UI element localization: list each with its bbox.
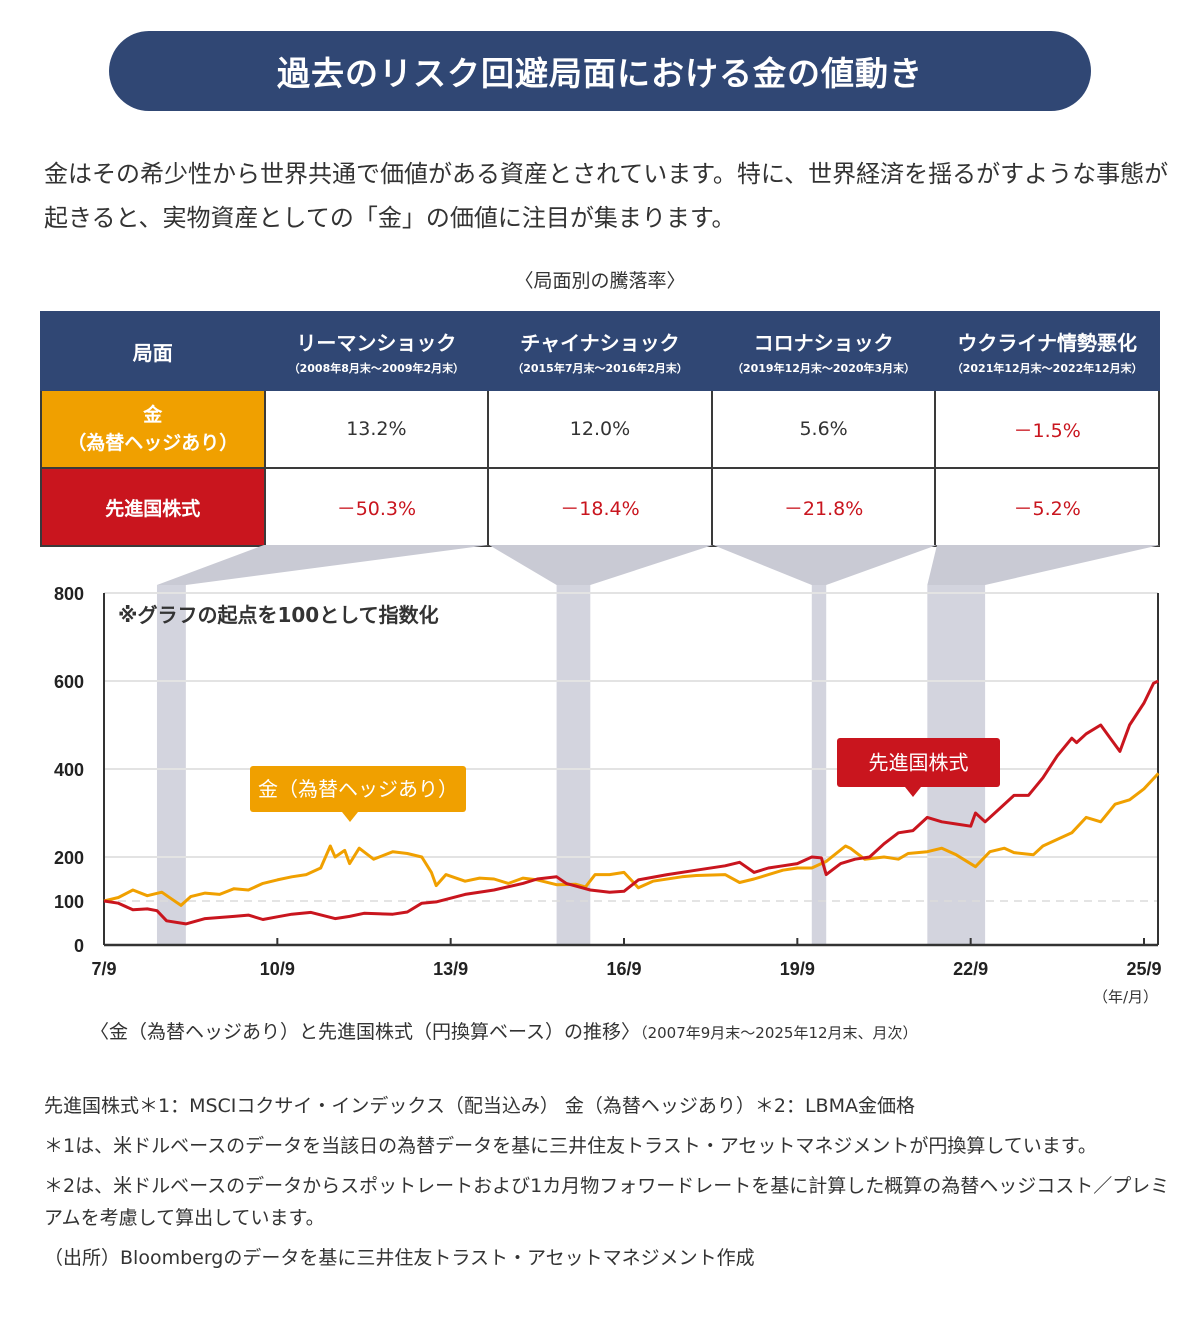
shock-connector bbox=[489, 545, 713, 585]
footnotes: 先進国株式＊1：MSCIコクサイ・インデックス（配当込み） 金（為替ヘッジあり）… bbox=[44, 1090, 1174, 1282]
legend-text: 先進国株式 bbox=[869, 751, 969, 775]
y-tick-label: 400 bbox=[54, 760, 84, 780]
shock-connector bbox=[713, 545, 937, 585]
table-cell: －21.8% bbox=[710, 467, 937, 547]
phase-header-corona: コロナショック （2019年12月末～2020年3月末） bbox=[710, 311, 937, 391]
x-tick-label: 22/9 bbox=[953, 959, 988, 979]
chart-caption: 〈金（為替ヘッジあり）と先進国株式（円換算ベース）の推移〉（2007年9月末～2… bbox=[90, 1017, 918, 1044]
x-tick-label: 7/9 bbox=[91, 959, 116, 979]
table-cell: －5.2% bbox=[934, 467, 1160, 547]
x-tick-label: 16/9 bbox=[606, 959, 641, 979]
table-caption: 〈局面別の騰落率〉 bbox=[514, 270, 686, 292]
footnote-1: ＊1は、米ドルベースのデータを当該日の為替データを基に三井住友トラスト・アセット… bbox=[44, 1135, 1097, 1157]
corner-header: 局面 bbox=[40, 311, 266, 391]
callout-pointer bbox=[342, 812, 358, 822]
table-row-stock: 先進国株式 －50.3% －18.4% －21.8% －5.2% bbox=[40, 467, 1160, 547]
legend-text: 金（為替ヘッジあり） bbox=[258, 777, 458, 801]
performance-table: 局面 リーマンショック （2008年8月末～2009年2月末） チャイナショック（… bbox=[40, 311, 1160, 547]
shock-connector bbox=[156, 545, 490, 585]
table-cell: 12.0% bbox=[487, 389, 713, 469]
chart-subtitle: （2007年9月末～2025年12月末、月次） bbox=[640, 1024, 918, 1042]
phase-header-lehman: リーマンショック （2008年8月末～2009年2月末） bbox=[263, 311, 490, 391]
y-tick-label: 200 bbox=[54, 848, 84, 868]
intro-text: 金はその希少性から世界共通で価値がある資産とされています。特に、世界経済を揺るが… bbox=[44, 160, 1169, 232]
y-tick-label: 800 bbox=[54, 584, 84, 604]
x-tick-label: 25/9 bbox=[1126, 959, 1161, 979]
y-tick-label: 600 bbox=[54, 672, 84, 692]
gold-series-line bbox=[103, 772, 1160, 907]
x-tick-label: 10/9 bbox=[260, 959, 295, 979]
table-cell: －18.4% bbox=[487, 467, 713, 547]
footnote-sources: 先進国株式＊1：MSCIコクサイ・インデックス（配当込み） 金（為替ヘッジあり）… bbox=[44, 1095, 915, 1117]
table-cell: 13.2% bbox=[263, 389, 490, 469]
page-title: 過去のリスク回避局面における金の値動き bbox=[109, 31, 1091, 111]
y-tick-label: 0 bbox=[74, 936, 84, 956]
gold-series-label: 金（為替ヘッジあり） bbox=[250, 766, 466, 822]
row-label-gold: 金（為替ヘッジあり） bbox=[40, 389, 266, 469]
table-row-gold: 金（為替ヘッジあり） 13.2% 12.0% 5.6% －1.5% bbox=[40, 389, 1160, 469]
table-cell: －1.5% bbox=[934, 389, 1160, 469]
shaded-period-3 bbox=[811, 585, 827, 945]
y-tick-label: 100 bbox=[54, 892, 84, 912]
x-tick-label: 13/9 bbox=[433, 959, 468, 979]
x-axis-label: （年/月） bbox=[1093, 988, 1158, 1006]
shock-connector bbox=[927, 545, 1160, 585]
stock-series-label: 先進国株式 bbox=[837, 738, 1000, 797]
callout-box bbox=[250, 766, 466, 812]
footnote-2: ＊2は、米ドルベースのデータからスポットレートおよび1カ月物フォワードレートを基… bbox=[44, 1175, 1170, 1229]
shaded-period-1 bbox=[156, 585, 186, 945]
x-tick-label: 19/9 bbox=[780, 959, 815, 979]
chart-title: 〈金（為替ヘッジあり）と先進国株式（円換算ベース）の推移〉 bbox=[90, 1021, 641, 1043]
table-cell: 5.6% bbox=[710, 389, 937, 469]
shaded-period-2 bbox=[556, 585, 591, 945]
chart-annotation: ※グラフの起点を100として指数化 bbox=[118, 603, 439, 627]
row-label-stock: 先進国株式 bbox=[40, 467, 266, 547]
phase-header-ukraine: ウクライナ情勢悪化 （2021年12月末～2022年12月末） bbox=[934, 311, 1160, 391]
callout-box bbox=[837, 738, 1000, 787]
footnote-source: （出所）Bloombergのデータを基に三井住友トラスト・アセットマネジメント作… bbox=[44, 1247, 755, 1269]
stock-series-line bbox=[103, 679, 1160, 926]
callout-pointer bbox=[905, 787, 921, 797]
phase-header-china: チャイナショック （2015年7月末～2016年2月末） bbox=[487, 311, 713, 391]
table-header-row: 局面 リーマンショック （2008年8月末～2009年2月末） チャイナショック（… bbox=[40, 311, 1160, 391]
